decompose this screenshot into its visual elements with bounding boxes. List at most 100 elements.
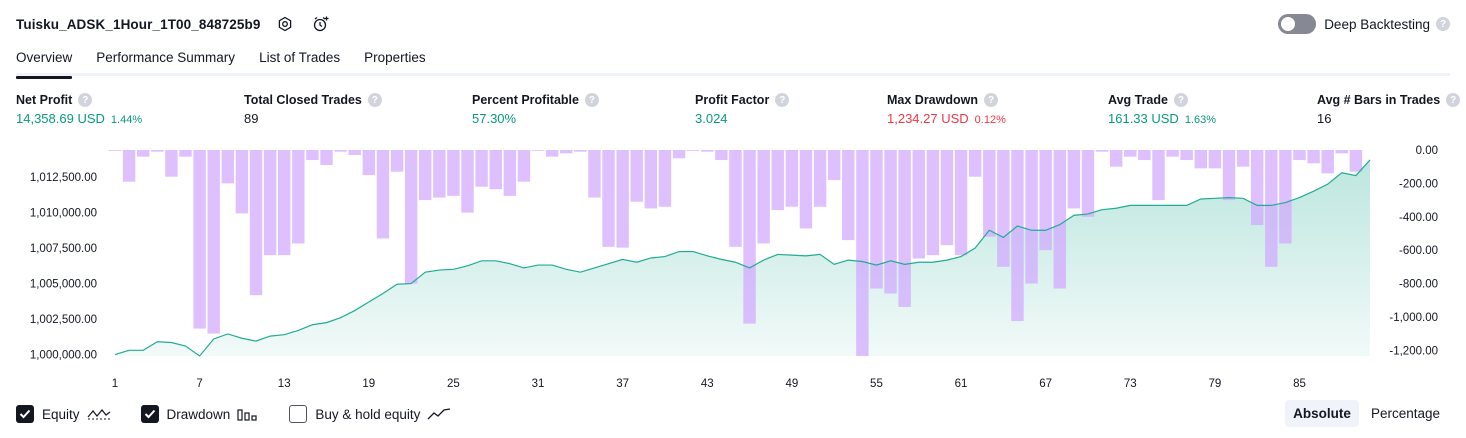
deep-backtesting-label: Deep Backtesting (1324, 16, 1430, 32)
drawdown-bar (503, 150, 517, 196)
drawdown-bar (1208, 150, 1222, 169)
drawdown-bar (1321, 150, 1334, 174)
x-axis-label: 55 (870, 378, 883, 390)
drawdown-bar (404, 150, 418, 284)
metric-label: Avg # Bars in Trades (1317, 93, 1441, 107)
percentage-button[interactable]: Percentage (1370, 406, 1440, 421)
absolute-button[interactable]: Absolute (1285, 400, 1359, 427)
help-icon[interactable]: ? (1173, 93, 1188, 107)
drawdown-bar (616, 150, 629, 248)
x-axis-label: 85 (1293, 378, 1306, 390)
x-axis-label: 73 (1124, 378, 1137, 390)
metric-label: Max Drawdown (887, 93, 978, 107)
metric-net-profit: Net Profit? 14,358.69 USD 1.44% (16, 93, 142, 126)
equity-checkbox[interactable] (16, 405, 34, 423)
metric-value: 3.024 (695, 111, 728, 126)
add-alert-icon[interactable] (310, 13, 332, 35)
metric-percent: 1.44% (110, 114, 143, 126)
x-axis-label: 43 (701, 378, 714, 390)
drawdown-bar (376, 150, 390, 239)
x-axis-label: 13 (278, 378, 291, 390)
help-icon[interactable]: ? (584, 93, 599, 107)
drawdown-bar (771, 150, 784, 211)
drawdown-bar (1011, 150, 1024, 322)
drawdown-bar (715, 150, 728, 161)
deep-backtesting-toggle[interactable] (1278, 14, 1317, 34)
legend-equity[interactable]: Equity (16, 405, 111, 423)
drawdown-bar (842, 150, 855, 241)
drawdown-bar (108, 150, 122, 151)
drawdown-bar (1124, 150, 1137, 157)
drawdown-bar (1180, 150, 1193, 161)
drawdown-bar (179, 150, 192, 157)
x-axis-label: 31 (532, 378, 545, 390)
drawdown-bar (1335, 150, 1348, 154)
drawdown-bar (447, 150, 460, 196)
tab-performance-summary[interactable]: Performance Summary (96, 50, 236, 65)
right-axis-label: -800.00 (1399, 279, 1438, 291)
help-icon[interactable]: ? (367, 93, 382, 107)
help-icon[interactable]: ? (78, 93, 93, 107)
equity-line-icon (87, 407, 111, 421)
help-icon[interactable]: ? (984, 93, 998, 107)
metric-value: 1,234.27 USD (887, 111, 969, 126)
x-axis-label: 1 (112, 378, 118, 390)
drawdown-checkbox[interactable] (140, 405, 159, 423)
drawdown-bar (997, 150, 1010, 267)
metric-label: Total Closed Trades (244, 93, 362, 107)
metric-percent-profitable: Percent Profitable? 57.30% (472, 93, 599, 126)
drawdown-bar (644, 150, 658, 209)
chart-legend: Equity Drawdown Buy & hold equity (16, 403, 481, 425)
equity-area (115, 159, 1370, 356)
tab-properties[interactable]: Properties (364, 50, 426, 65)
drawdown-bar (348, 150, 361, 156)
help-icon[interactable]: ? (1446, 93, 1461, 107)
x-axis-label: 61 (955, 378, 968, 390)
drawdown-bar (1349, 150, 1363, 172)
drawdown-bar (898, 150, 911, 307)
tab-overview[interactable]: Overview (16, 44, 73, 79)
drawdown-bar (1053, 150, 1066, 289)
right-axis-label: -400.00 (1399, 212, 1438, 224)
drawdown-bar (1095, 150, 1109, 152)
drawdown-bar (630, 150, 643, 202)
drawdown-bar (1250, 150, 1264, 226)
drawdown-bar (1279, 150, 1292, 244)
drawdown-bar (1109, 150, 1123, 167)
legend-label: Equity (42, 406, 80, 422)
drawdown-bar (320, 150, 333, 166)
legend-buy-hold-equity[interactable]: Buy & hold equity (289, 405, 451, 423)
settings-icon[interactable] (274, 13, 296, 35)
drawdown-bar (249, 150, 263, 296)
help-icon[interactable]: ? (1436, 17, 1450, 31)
buy-hold-checkbox[interactable] (289, 405, 308, 423)
metric-percent: 1.63% (1184, 114, 1217, 126)
report-tabs: Overview Performance Summary List of Tra… (16, 44, 1450, 79)
drawdown-bar (137, 150, 150, 157)
metric-label: Profit Factor (695, 93, 770, 107)
help-icon[interactable]: ? (775, 93, 790, 107)
drawdown-bar (1194, 150, 1207, 169)
metric-value: 57.30% (472, 111, 517, 126)
x-axis-label: 79 (1208, 378, 1221, 390)
drawdown-bar (574, 150, 587, 152)
x-axis-label: 19 (362, 378, 375, 390)
drawdown-bar (799, 150, 813, 229)
drawdown-bar (785, 150, 799, 207)
drawdown-bar (545, 150, 559, 157)
right-axis-label: 0.00 (1416, 145, 1438, 157)
drawdown-bar (560, 150, 573, 154)
drawdown-bars-icon (237, 407, 259, 421)
legend-drawdown[interactable]: Drawdown (140, 405, 260, 423)
metric-value: 16 (1317, 111, 1332, 126)
tab-list-of-trades[interactable]: List of Trades (259, 50, 341, 65)
legend-label: Drawdown (166, 406, 231, 422)
metric-avg-trade: Avg Trade? 161.33 USD 1.63% (1108, 93, 1216, 126)
metric-percent: 0.12% (974, 114, 1006, 126)
equity-drawdown-chart[interactable]: 1,000,000.00 1,002,500.00 1,005,000.00 1,00… (0, 138, 1466, 396)
drawdown-bar (1081, 150, 1095, 217)
drawdown-bar (263, 150, 277, 256)
drawdown-bar (122, 150, 136, 182)
scale-mode-switch: Absolute Percentage (1281, 400, 1448, 427)
drawdown-bar (461, 150, 474, 213)
